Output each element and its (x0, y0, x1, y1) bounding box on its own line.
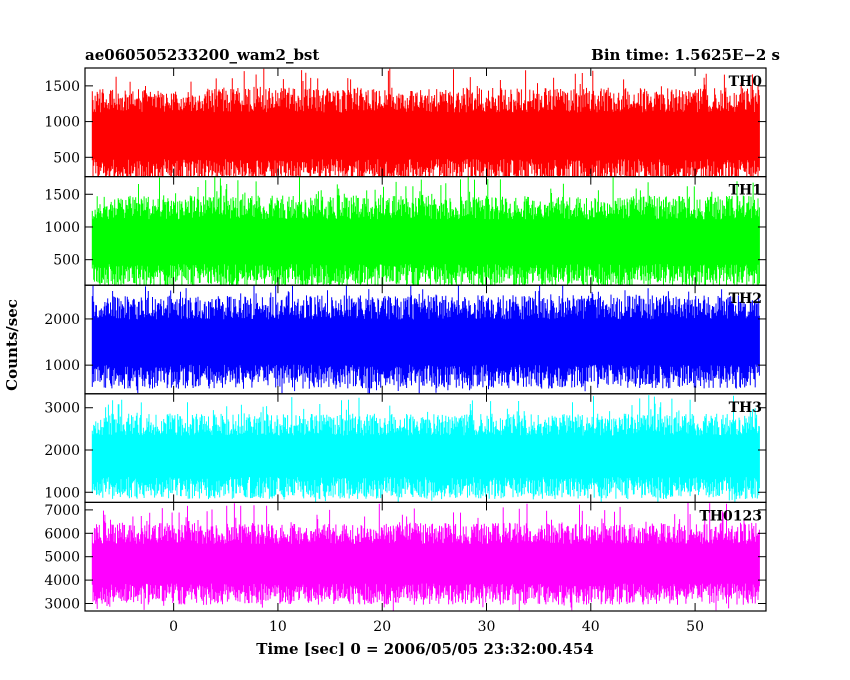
panel-label-th0: TH0 (729, 74, 763, 90)
y-tick-label: 1000 (44, 485, 80, 501)
series-line-th0123 (91, 502, 760, 611)
panel-label-th0123: TH0123 (699, 508, 762, 524)
panel-th3: 1000 2000 3000 TH3 (44, 393, 767, 503)
x-tick-label: 0 (169, 619, 178, 635)
panel-th0123: 3000 4000 5000 6000 7000 TH0123 (44, 501, 767, 613)
series-line-th3 (91, 395, 760, 503)
series-line-th2 (91, 285, 760, 394)
y-tick-label: 6000 (44, 526, 80, 542)
y-tick-label: 2000 (44, 312, 80, 328)
y-tick-label: 500 (53, 150, 80, 166)
x-tick-label: 50 (686, 619, 704, 635)
y-tick-label: 3000 (44, 597, 80, 613)
panel-th2: 1000 2000 TH2 (44, 284, 767, 395)
chart-subtitle: Bin time: 1.5625E−2 s (591, 46, 780, 64)
y-axis-label: Counts/sec (3, 299, 21, 391)
y-tick-label: 1500 (44, 79, 80, 95)
x-tick-label: 10 (269, 619, 287, 635)
y-tick-label: 3000 (44, 401, 80, 417)
y-tick-label: 2000 (44, 443, 80, 459)
panel-label-th1: TH1 (729, 183, 762, 199)
y-tick-label: 1000 (44, 358, 80, 374)
panel-label-th2: TH2 (729, 291, 762, 307)
series-line-th1 (91, 176, 760, 286)
panel-label-th3: TH3 (729, 400, 762, 416)
panel-th1: 500 1000 1500 TH1 (44, 176, 767, 286)
y-tick-label: 4000 (44, 573, 80, 589)
y-tick-label: 7000 (44, 503, 80, 519)
chart-title: ae060505233200_wam2_bst (85, 46, 319, 64)
x-tick-label: 40 (582, 619, 600, 635)
y-tick-label: 1000 (44, 220, 80, 236)
y-tick-label: 5000 (44, 550, 80, 566)
series-line-th0 (91, 68, 760, 177)
y-tick-label: 500 (53, 253, 80, 269)
y-tick-label: 1500 (44, 187, 80, 203)
panel-th0: 500 1000 1500 TH0 (44, 67, 767, 178)
y-tick-label: 1000 (44, 115, 80, 131)
x-axis-label: Time [sec] 0 = 2006/05/05 23:32:00.454 (256, 640, 593, 658)
x-tick-label: 30 (478, 619, 496, 635)
x-tick-label: 20 (373, 619, 391, 635)
